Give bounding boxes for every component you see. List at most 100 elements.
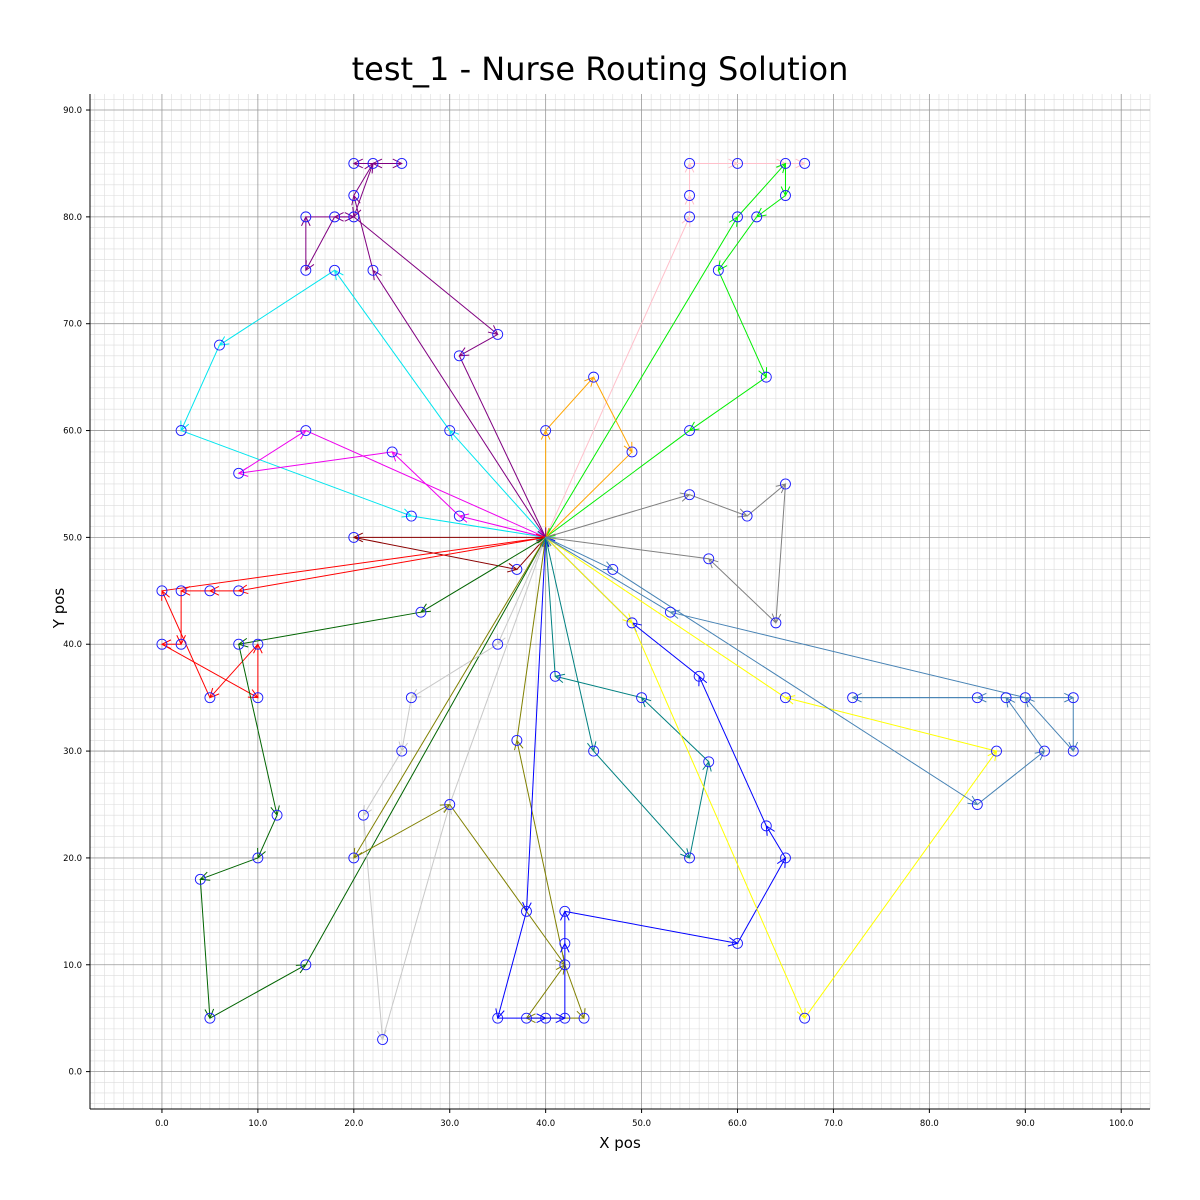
y-tick-label: 90.0 [63, 106, 82, 116]
route-segment [746, 483, 786, 517]
customer-marker [559, 937, 571, 949]
route-segment [631, 622, 700, 677]
route-segment [353, 216, 499, 335]
customer-marker [348, 531, 360, 543]
route-arrowhead [679, 492, 691, 502]
route-14 [541, 536, 712, 859]
customer-marker [415, 606, 427, 618]
route-segment [459, 333, 498, 357]
route-segment [564, 910, 738, 944]
route-segment [593, 376, 633, 453]
customer-marker [204, 585, 216, 597]
route-arrowhead [776, 162, 787, 174]
customer-marker [405, 692, 417, 704]
route-segment [775, 483, 786, 623]
route-segment [180, 344, 220, 431]
route-segment [353, 537, 547, 859]
route-segment [238, 644, 278, 816]
customer-marker [175, 585, 187, 597]
customer-marker [1000, 692, 1012, 704]
route-segment [545, 376, 594, 431]
customer-marker [732, 211, 743, 223]
minor-grid [90, 94, 1151, 1109]
route-2 [544, 162, 791, 539]
route-segment [593, 750, 690, 859]
customer-marker [300, 264, 312, 276]
customer-marker [492, 328, 504, 340]
route-arrowhead [560, 942, 570, 953]
customer-marker [511, 734, 523, 746]
x-tick-label: 50.0 [632, 1119, 651, 1129]
customer-marker [300, 211, 312, 223]
route-segment [420, 536, 546, 613]
customer-marker [271, 809, 283, 821]
customer-marker [847, 692, 859, 704]
customer-marker [348, 157, 360, 169]
route-arrowhead [987, 750, 998, 762]
route-1 [545, 158, 806, 538]
customer-marker [549, 670, 561, 682]
route-arrowhead [247, 689, 259, 699]
route-arrowhead [684, 162, 695, 173]
route-segment [382, 804, 451, 1040]
route-segment [362, 750, 403, 816]
route-segment [641, 697, 710, 763]
customer-marker [664, 606, 676, 618]
customer-marker [971, 692, 983, 704]
route-segment [459, 515, 546, 538]
customer-marker [684, 852, 695, 864]
route-segment [977, 750, 1045, 805]
route-lines [160, 158, 1079, 1041]
route-segment [238, 430, 307, 474]
y-axis-label: Y pos [50, 588, 68, 630]
route-segment [238, 451, 393, 474]
route-segment [449, 804, 566, 966]
customer-marker [1039, 745, 1050, 757]
route-arrowhead [640, 696, 652, 708]
customer-marker [1067, 692, 1079, 704]
customer-marker [300, 425, 312, 437]
customer-marker [357, 809, 369, 821]
route-segment [545, 536, 671, 613]
customer-markers [156, 157, 1079, 1046]
customer-marker [732, 937, 743, 949]
customer-marker [760, 820, 772, 832]
customer-marker [588, 745, 600, 757]
customer-marker [453, 350, 465, 362]
customer-marker [386, 446, 398, 458]
customer-marker [233, 467, 245, 479]
customer-marker [684, 489, 695, 501]
route-segment [353, 163, 374, 218]
route-segment [305, 537, 547, 966]
route-segment [545, 536, 709, 560]
route-segment [449, 430, 547, 538]
route-arrowhead [270, 805, 280, 817]
route-5 [180, 269, 547, 541]
route-arrowhead [371, 158, 383, 169]
route-segment [545, 451, 633, 538]
customer-marker [492, 638, 504, 650]
customer-marker [741, 510, 753, 522]
route-11 [362, 536, 548, 1041]
x-tick-label: 70.0 [824, 1119, 843, 1129]
customer-marker [405, 510, 417, 522]
customer-marker [367, 264, 379, 276]
route-arrowhead [514, 739, 524, 751]
route-10 [199, 536, 547, 1020]
route-arrowhead [208, 586, 220, 596]
route-segment [545, 494, 690, 538]
customer-marker [214, 339, 225, 351]
route-segment [765, 825, 786, 859]
route-segment [526, 964, 566, 1019]
customer-marker [780, 157, 791, 169]
customer-marker [233, 585, 245, 597]
customer-marker [194, 873, 206, 885]
route-segment [631, 622, 806, 1019]
chart-title: test_1 - Nurse Routing Solution [352, 50, 849, 88]
customer-marker [540, 425, 552, 437]
y-tick-label: 70.0 [63, 320, 82, 330]
route-segment [525, 537, 547, 912]
route-16 [544, 536, 1079, 806]
route-segment [305, 430, 546, 538]
